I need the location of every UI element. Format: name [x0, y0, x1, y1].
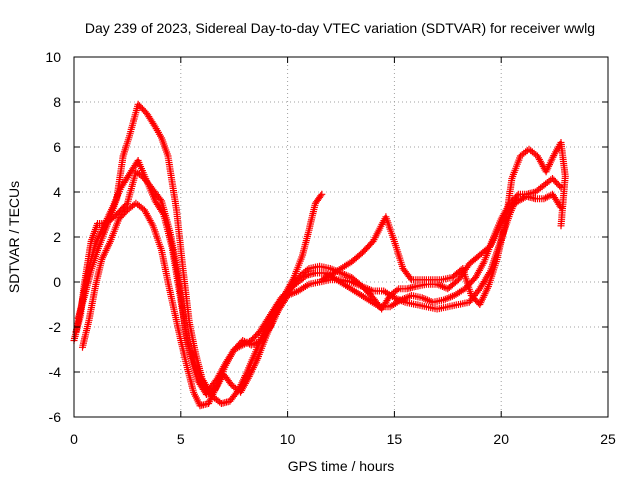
- y-tick-label: 6: [53, 139, 61, 155]
- series-track-e: [79, 195, 520, 410]
- data-point: [159, 209, 167, 217]
- data-point: [249, 340, 257, 348]
- data-point: [358, 283, 366, 290]
- y-tick-label: 2: [53, 229, 61, 245]
- y-tick-label: 8: [53, 94, 61, 110]
- y-tick-label: -4: [49, 364, 62, 380]
- data-point: [367, 286, 375, 294]
- data-point: [227, 380, 235, 388]
- axis-ticks: [73, 56, 609, 418]
- x-tick-label: 5: [177, 431, 185, 447]
- data-point: [479, 260, 487, 267]
- data-point: [557, 222, 565, 230]
- y-tick-label: -6: [49, 409, 62, 425]
- y-tick-label: 10: [45, 49, 61, 65]
- data-point: [549, 153, 557, 161]
- x-axis-label: GPS time / hours: [288, 458, 395, 474]
- series-track-c: [74, 100, 326, 394]
- data-point: [341, 271, 349, 278]
- x-tick-label: 15: [387, 431, 403, 447]
- data-point: [287, 290, 295, 298]
- data-point: [556, 182, 564, 190]
- data-point: [374, 302, 382, 310]
- y-tick-labels: -6 -4 -2 0 2 4 6 8 10: [45, 49, 61, 425]
- data-point: [543, 166, 551, 174]
- data-point: [513, 192, 521, 200]
- data-point: [393, 286, 401, 294]
- x-tick-labels: 0 5 10 15 20 25: [70, 431, 616, 447]
- data-point: [547, 157, 555, 165]
- x-tick-label: 20: [493, 431, 509, 447]
- data-marks: [70, 100, 569, 410]
- chart-title: Day 239 of 2023, Sidereal Day-to-day VTE…: [85, 20, 595, 36]
- y-tick-label: -2: [49, 319, 62, 335]
- x-tick-label: 0: [70, 431, 78, 447]
- gridlines: [74, 57, 608, 417]
- data-point: [445, 294, 453, 302]
- y-tick-label: 4: [53, 184, 61, 200]
- data-point: [156, 195, 164, 203]
- y-axis-label: SDTVAR / TECUs: [6, 181, 22, 293]
- series-track-d: [318, 139, 569, 308]
- data-point: [394, 295, 402, 303]
- x-tick-label: 25: [600, 431, 616, 447]
- y-tick-label: 0: [53, 274, 61, 290]
- data-point: [418, 294, 426, 302]
- data-point: [350, 279, 357, 287]
- data-point: [318, 190, 326, 198]
- data-point: [512, 195, 520, 203]
- data-point: [317, 192, 325, 200]
- data-point: [545, 162, 553, 170]
- data-point: [439, 283, 446, 290]
- data-point: [406, 274, 414, 282]
- x-tick-label: 10: [280, 431, 296, 447]
